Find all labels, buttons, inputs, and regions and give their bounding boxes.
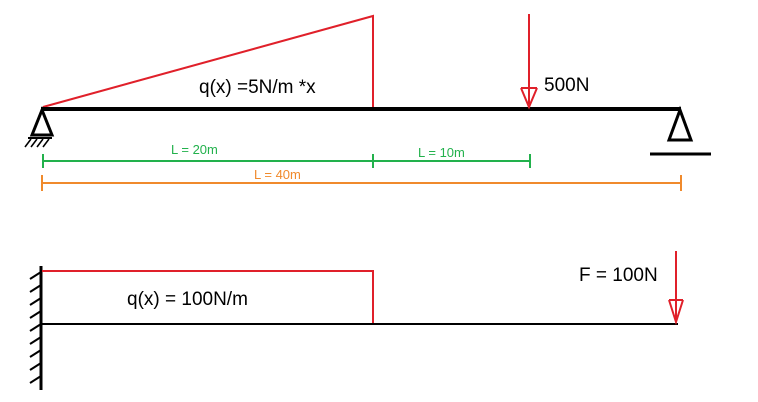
top-load-label: q(x) =5N/m *x: [199, 77, 316, 98]
dimension-green: [42, 154, 531, 168]
top-point-load-label: 500N: [544, 75, 589, 96]
dim-total-label: L = 40m: [254, 167, 301, 182]
dim-first-label: L = 20m: [171, 142, 218, 157]
force-arrow: [668, 251, 684, 326]
dim-second-label: L = 10m: [418, 145, 465, 160]
pin-support-icon: [24, 105, 55, 148]
roller-support-icon: [650, 105, 711, 156]
point-load-arrow: [520, 14, 538, 110]
triangular-load-outline: [42, 14, 374, 108]
top-beam-group: q(x) =5N/m *x 500N L = 20m L = 10m L = 4…: [24, 14, 711, 191]
dimension-orange: [41, 175, 682, 191]
bottom-force-label: F = 100N: [579, 265, 658, 286]
fixed-wall-icon: [29, 266, 43, 390]
uniform-load-outline: [42, 270, 374, 323]
bottom-load-label: q(x) = 100N/m: [127, 289, 248, 310]
bottom-beam-group: q(x) = 100N/m F = 100N: [29, 251, 684, 390]
